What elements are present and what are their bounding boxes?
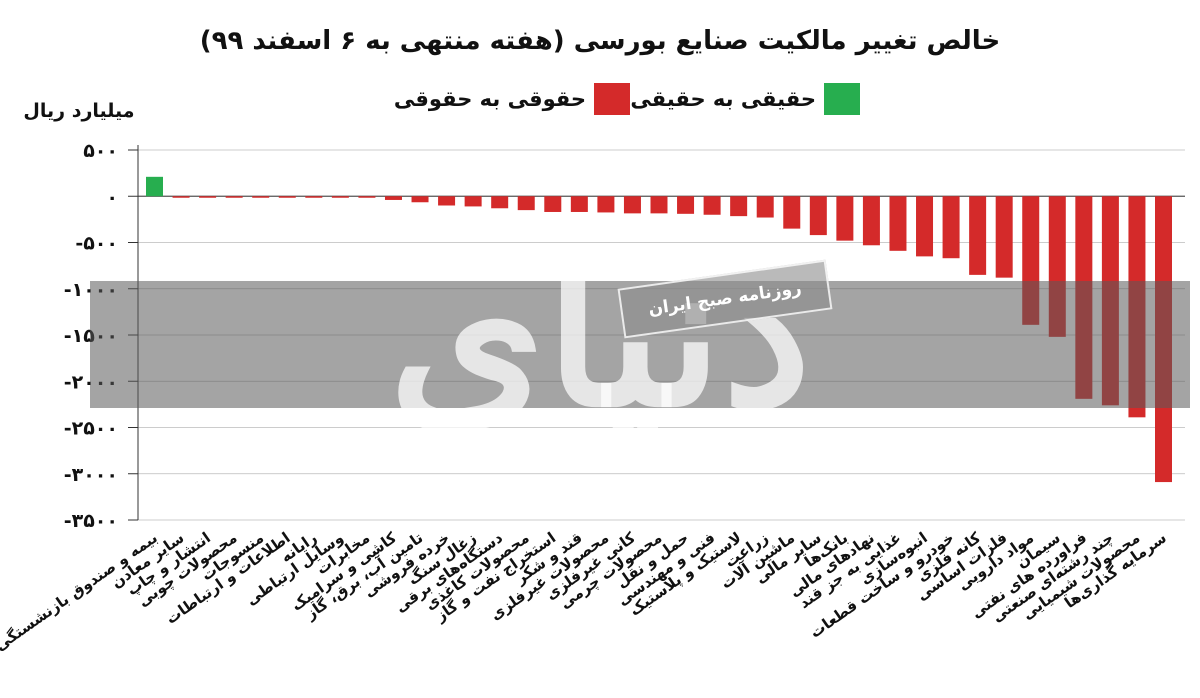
bar — [225, 196, 243, 198]
bar — [464, 196, 482, 207]
bar — [650, 196, 668, 214]
y-tick-label: -۳۵۰۰ — [64, 510, 118, 532]
bar — [146, 176, 163, 197]
bar — [384, 196, 402, 200]
bar — [942, 196, 960, 259]
bar — [570, 196, 588, 212]
legend-label-natural: حقیقی به حقیقی — [630, 87, 816, 111]
y-tick-label: -۳۰۰۰ — [64, 464, 118, 486]
bar — [756, 196, 774, 218]
bar — [836, 196, 854, 241]
chart-title: خالص تغییر مالکیت صنایع بورسی (هفته منته… — [199, 26, 1001, 56]
bar — [305, 196, 323, 198]
bar — [862, 196, 880, 246]
bar — [677, 196, 695, 214]
bar — [517, 196, 535, 211]
bar — [438, 196, 456, 206]
bar — [703, 196, 721, 215]
y-tick-label: -۲۵۰۰ — [64, 418, 118, 440]
bar — [358, 196, 376, 198]
bar — [172, 196, 190, 198]
y-axis-unit-label: میلیارد ریال — [23, 100, 135, 122]
legend-item-legal: حقوقی به حقوقی — [394, 82, 630, 116]
bar — [623, 196, 641, 214]
bar — [544, 196, 562, 212]
y-tick-label: -۵۰۰ — [75, 233, 118, 255]
legend-swatch-green — [824, 83, 860, 115]
legend-swatch-red — [594, 83, 630, 115]
bar — [730, 196, 748, 217]
legend-item-natural: حقیقی به حقیقی — [630, 82, 860, 116]
y-tick-label: ۵۰۰ — [83, 140, 118, 162]
bar — [411, 196, 429, 203]
y-tick-label: ۰ — [106, 186, 118, 208]
bar — [597, 196, 615, 213]
bar — [809, 196, 827, 236]
bar — [969, 196, 987, 275]
watermark-logo: دنیای اقتصاد — [388, 217, 816, 452]
bar — [889, 196, 907, 251]
bar — [916, 196, 934, 257]
bar — [995, 196, 1013, 278]
bar — [278, 196, 296, 198]
bar — [199, 196, 217, 198]
bar — [252, 196, 270, 198]
bar — [331, 196, 349, 198]
legend: حقیقی به حقیقی حقوقی به حقوقی — [380, 82, 880, 118]
legend-label-legal: حقوقی به حقوقی — [393, 87, 586, 111]
bar — [491, 196, 509, 209]
bar — [783, 196, 801, 229]
